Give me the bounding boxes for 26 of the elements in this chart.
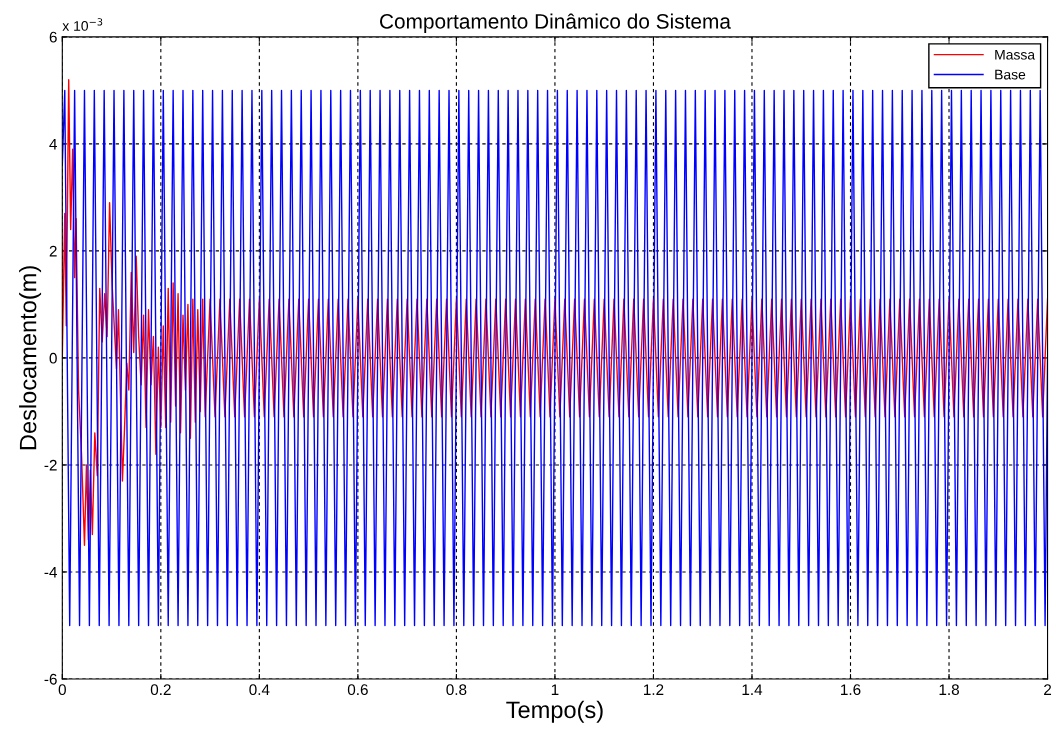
line-series [62,89,1048,627]
legend-label: Massa [995,49,1036,60]
x-tick-label: 0.4 [249,684,270,696]
y-tick-label: 2 [49,245,57,257]
x-tick-label: 1.2 [644,684,664,695]
legend-label: Base [995,69,1026,80]
y-tick-label: 6 [49,31,57,43]
x-tick-label: 2 [1044,684,1052,695]
x-tick-label: 1 [551,684,559,695]
y-tick-label: -6 [44,673,57,685]
x-axis-title: Tempo(s) [506,700,603,723]
x-tick-label: 0 [58,684,66,696]
x-tick-label: 1.6 [841,684,861,696]
x-tick-label: 0.6 [347,684,368,696]
line-series [62,79,1048,546]
y-tick-label: 0 [49,352,57,364]
y-tick-label: -4 [44,566,57,578]
y-axis-title: Deslocamento(m) [19,266,42,450]
x-tick-label: 0.8 [446,684,467,696]
y-tick-label: 4 [49,138,57,150]
x-tick-label: 1.8 [939,684,959,696]
y-tick-label: -2 [44,459,57,471]
x-tick-label: 0.2 [150,684,171,696]
x-tick-label: 1.4 [742,684,763,695]
chart-title: Comportamento Dinâmico do Sistema [380,13,731,33]
text: x 10$^{−3}$ [62,18,103,31]
